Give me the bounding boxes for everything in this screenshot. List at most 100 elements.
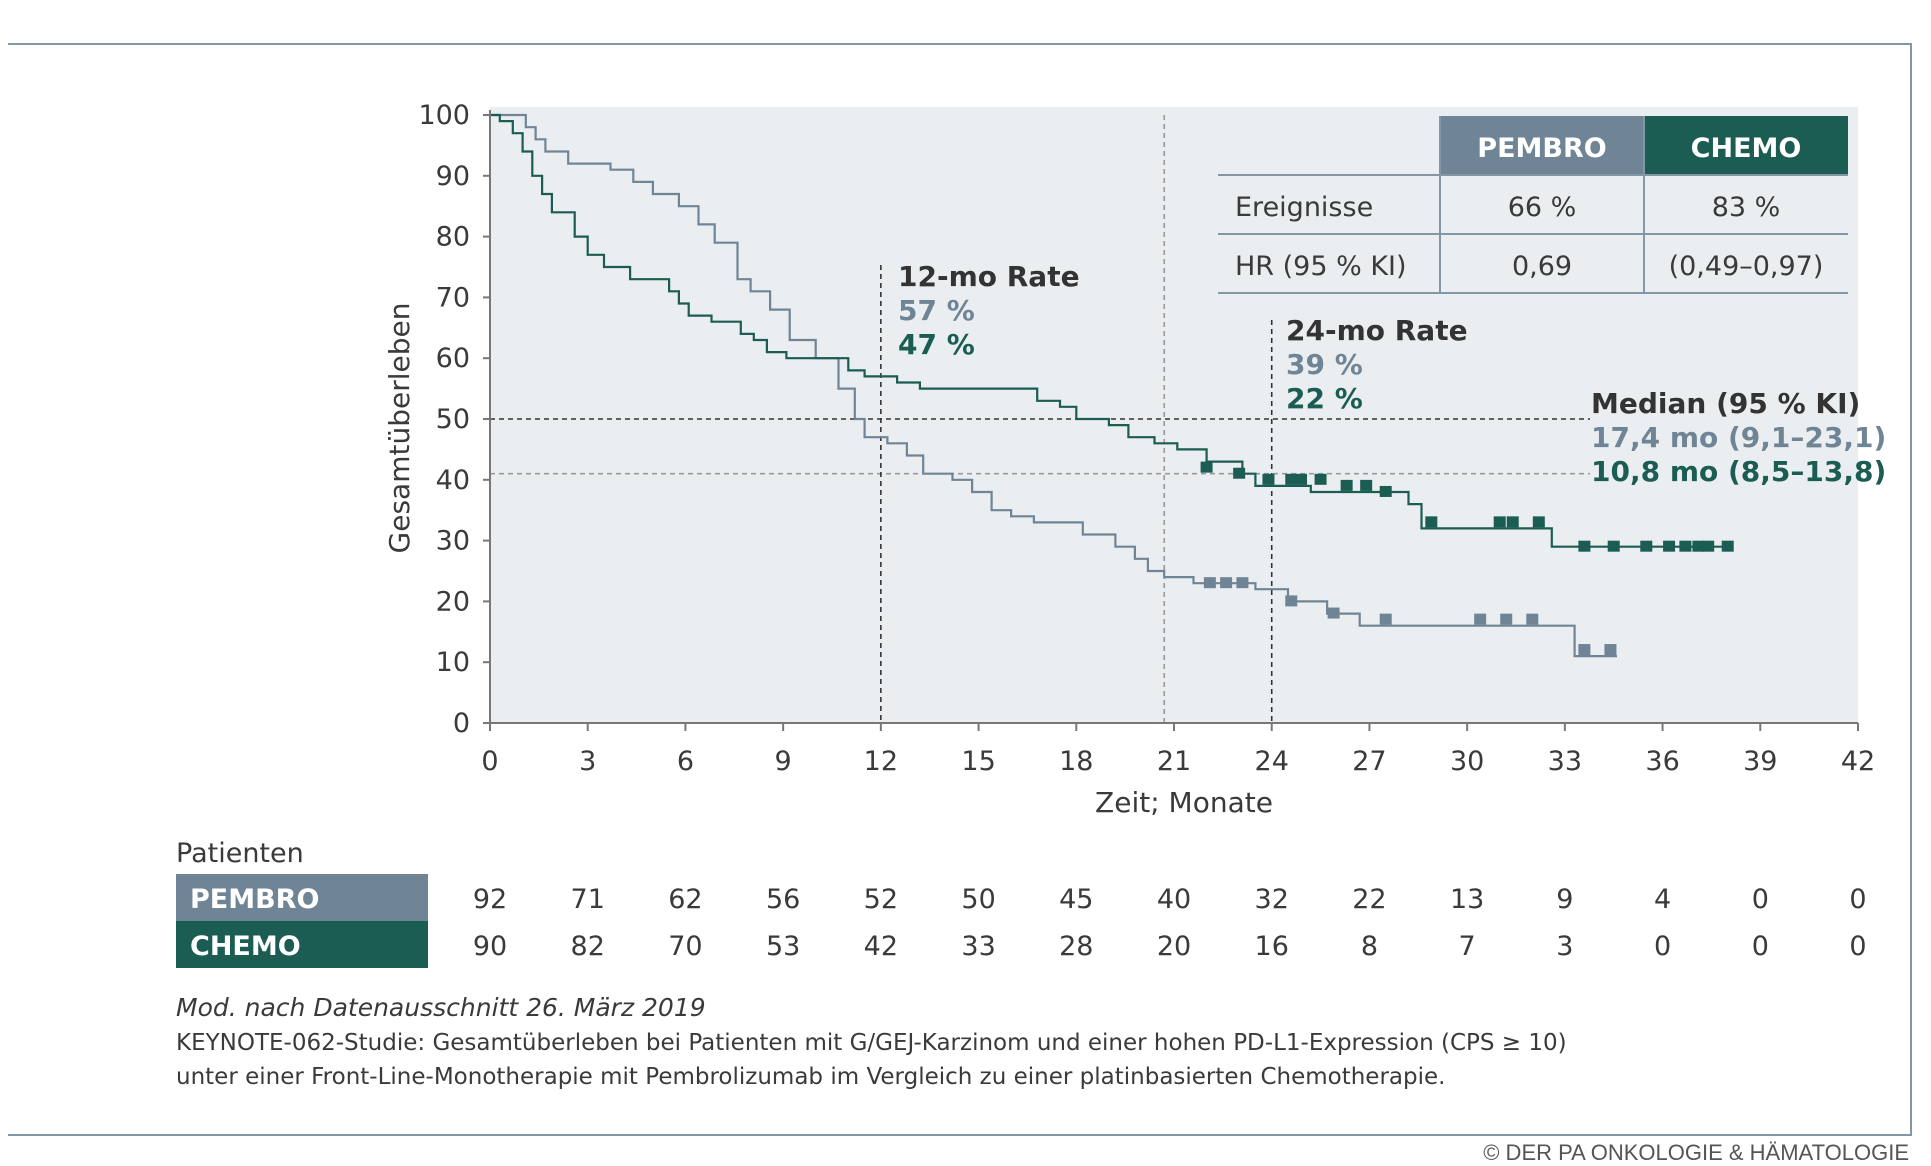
risk-count-pembro: 32: [1255, 884, 1289, 915]
stats-row-label: HR (95 % KI): [1235, 251, 1407, 282]
risk-count-chemo: 3: [1556, 931, 1573, 962]
censor-mark-chemo: [1340, 479, 1353, 491]
censor-mark-chemo: [1233, 467, 1246, 479]
censor-mark-pembro: [1203, 577, 1216, 589]
y-tick-label: 0: [453, 708, 470, 739]
stats-cell-pembro: 66 %: [1508, 192, 1577, 223]
censor-mark-chemo: [1578, 540, 1591, 552]
risk-count-pembro: 13: [1450, 884, 1484, 915]
censor-mark-pembro: [1500, 613, 1513, 625]
risk-count-chemo: 53: [766, 931, 800, 962]
censor-mark-chemo: [1425, 516, 1438, 528]
risk-count-pembro: 62: [668, 884, 702, 915]
caption-description-line-2: unter einer Front-Line-Monotherapie mit …: [176, 1064, 1446, 1090]
median-annotation-pembro: 17,4 mo (9,1–23,1): [1591, 421, 1886, 454]
censor-mark-pembro: [1379, 613, 1392, 625]
y-tick-label: 20: [436, 586, 470, 617]
censor-mark-chemo: [1532, 516, 1545, 528]
risk-count-chemo: 70: [668, 931, 702, 962]
x-axis-title: Zeit; Monate: [1095, 786, 1273, 819]
x-tick-label: 33: [1548, 746, 1582, 777]
plot-area: [490, 107, 1858, 723]
rate-24mo-pembro: 39 %: [1286, 348, 1363, 381]
x-tick-label: 15: [961, 746, 995, 777]
risk-count-pembro: 0: [1849, 884, 1866, 915]
x-tick-label: 21: [1157, 746, 1191, 777]
risk-row-label-chemo-cell: [176, 921, 428, 968]
y-tick-label: 40: [436, 465, 470, 496]
y-axis-title: Gesamtüberleben: [383, 303, 416, 554]
risk-count-chemo: 7: [1459, 931, 1476, 962]
censor-mark-pembro: [1578, 644, 1591, 656]
y-tick-label: 60: [436, 343, 470, 374]
stats-cell-chemo: (0,49–0,97): [1669, 251, 1824, 282]
risk-count-chemo: 0: [1849, 931, 1866, 962]
risk-count-pembro: 40: [1157, 884, 1191, 915]
risk-count-chemo: 16: [1255, 931, 1289, 962]
censor-mark-chemo: [1360, 479, 1373, 491]
risk-count-chemo: 0: [1752, 931, 1769, 962]
caption-description-line-1: KEYNOTE-062-Studie: Gesamtüberleben bei …: [176, 1030, 1567, 1056]
rate-12mo-pembro: 57 %: [898, 294, 975, 327]
y-tick-label: 50: [436, 404, 470, 435]
x-tick-label: 24: [1255, 746, 1289, 777]
stats-header-pembro: PEMBRO: [1477, 133, 1606, 164]
y-tick-label: 10: [436, 647, 470, 678]
x-tick-label: 6: [677, 746, 694, 777]
stats-cell-pembro: 0,69: [1512, 251, 1572, 282]
risk-table-title: Patienten: [176, 838, 304, 869]
censor-mark-pembro: [1220, 577, 1233, 589]
censor-mark-chemo: [1314, 473, 1327, 485]
stats-header-pembro-cell: [1440, 116, 1644, 175]
x-tick-label: 0: [481, 746, 498, 777]
y-tick-label: 100: [418, 100, 470, 131]
censor-mark-chemo: [1679, 540, 1692, 552]
risk-count-chemo: 28: [1059, 931, 1093, 962]
frame-bottom-rule: [8, 1134, 1912, 1136]
risk-count-chemo: 42: [864, 931, 898, 962]
risk-count-pembro: 45: [1059, 884, 1093, 915]
stats-header-chemo: CHEMO: [1691, 133, 1802, 164]
risk-count-chemo: 0: [1654, 931, 1671, 962]
rate-12mo-title: 12-mo Rate: [898, 260, 1080, 293]
censor-mark-pembro: [1526, 613, 1539, 625]
rate-24mo-title: 24-mo Rate: [1286, 314, 1468, 347]
censor-mark-chemo: [1262, 473, 1275, 485]
risk-count-pembro: 50: [961, 884, 995, 915]
x-tick-label: 39: [1743, 746, 1777, 777]
risk-count-pembro: 4: [1654, 884, 1671, 915]
stats-header-chemo-cell: [1644, 116, 1848, 175]
censor-mark-chemo: [1702, 540, 1715, 552]
risk-count-chemo: 8: [1361, 931, 1378, 962]
censor-mark-chemo: [1692, 540, 1705, 552]
x-tick-label: 12: [864, 746, 898, 777]
y-tick-label: 90: [436, 161, 470, 192]
censor-mark-chemo: [1285, 473, 1298, 485]
risk-count-pembro: 52: [864, 884, 898, 915]
risk-count-chemo: 82: [571, 931, 605, 962]
censor-mark-pembro: [1236, 577, 1249, 589]
censor-mark-pembro: [1474, 613, 1487, 625]
censor-mark-pembro: [1604, 644, 1617, 656]
risk-row-label-pembro: PEMBRO: [190, 884, 319, 915]
x-tick-label: 18: [1059, 746, 1093, 777]
censor-mark-chemo: [1640, 540, 1653, 552]
censor-mark-chemo: [1721, 540, 1734, 552]
censor-mark-chemo: [1200, 461, 1213, 473]
x-tick-label: 9: [775, 746, 792, 777]
risk-count-pembro: 22: [1352, 884, 1386, 915]
risk-count-pembro: 71: [571, 884, 605, 915]
x-tick-label: 42: [1841, 746, 1875, 777]
risk-count-chemo: 90: [473, 931, 507, 962]
censor-mark-chemo: [1379, 485, 1392, 497]
caption-source: Mod. nach Datenausschnitt 26. März 2019: [176, 993, 706, 1022]
risk-count-pembro: 9: [1556, 884, 1573, 915]
stats-row-label: Ereignisse: [1235, 192, 1373, 223]
y-tick-label: 30: [436, 526, 470, 557]
frame-top-rule: [8, 43, 1912, 45]
censor-mark-pembro: [1285, 595, 1298, 607]
risk-row-label-pembro-cell: [176, 874, 428, 921]
frame-right-rule: [1910, 43, 1912, 1136]
censor-mark-chemo: [1607, 540, 1620, 552]
